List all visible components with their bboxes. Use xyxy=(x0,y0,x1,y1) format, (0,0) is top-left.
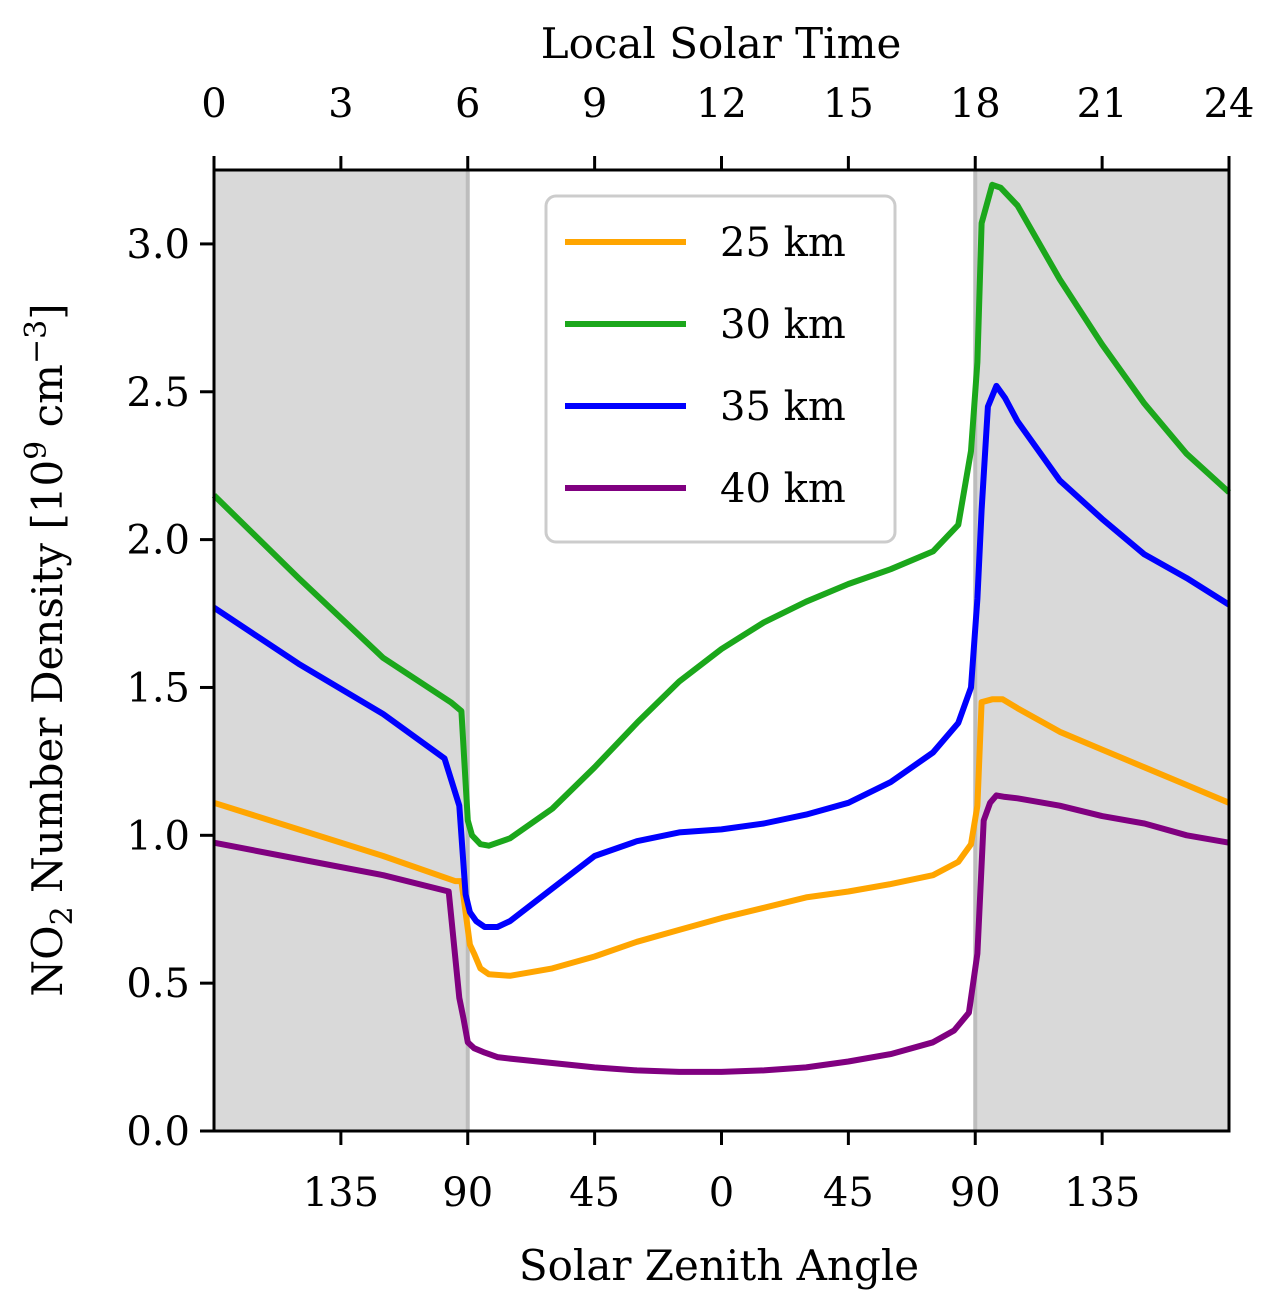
night-region-2 xyxy=(975,170,1229,1131)
top-tick-label: 0 xyxy=(201,81,226,127)
x-tick-label: 45 xyxy=(569,1170,620,1216)
y-tick-label: 0.0 xyxy=(126,1109,190,1155)
series-line-1 xyxy=(213,696,1231,979)
series-line-3 xyxy=(212,382,1231,930)
y-tick-label: 2.5 xyxy=(126,370,190,416)
y-tick-label: 2.0 xyxy=(126,518,190,564)
y-tick-label: 0.5 xyxy=(126,961,190,1007)
y-axis-title-close: ] xyxy=(23,303,72,319)
x-tick-label: 45 xyxy=(823,1170,874,1216)
x-axis-title: Solar Zenith Angle xyxy=(519,1241,919,1290)
top-tick-label: 3 xyxy=(328,81,353,127)
top-tick-label: 21 xyxy=(1077,81,1128,127)
series-lines xyxy=(211,181,1232,1075)
top-tick-label: 6 xyxy=(455,81,480,127)
y-axis-title-species: NO xyxy=(23,925,72,996)
night-region-1 xyxy=(214,170,468,1131)
top-tick-label: 18 xyxy=(950,81,1001,127)
series-line-2 xyxy=(211,181,1232,849)
y-axis-title: NO2 Number Density [109 cm−3] xyxy=(19,303,80,996)
top-tick-label: 24 xyxy=(1204,81,1255,127)
night-shading xyxy=(214,170,1229,1131)
legend-label-4: 40 km xyxy=(720,466,846,512)
top-tick-label: 15 xyxy=(823,81,874,127)
ticks: 0.0 0.5 1.0 1.5 2.0 2.5 3.0 0 3 6 9 12 15 18 21 24 135 90… xyxy=(126,81,1254,1216)
legend-label-3: 35 km xyxy=(720,384,846,430)
y-tick-label: 1.0 xyxy=(126,813,190,859)
x-tick-label: 90 xyxy=(950,1170,1001,1216)
y-axis-title-text: Number Density [10 xyxy=(23,460,72,907)
y-axis-title-unit-exponent: −3 xyxy=(19,320,54,364)
x-tick-label: 135 xyxy=(303,1170,379,1216)
legend-box xyxy=(544,194,897,544)
legend: 25 km 30 km 35 km 40 km xyxy=(544,194,897,544)
y-axis-title-exponent: 9 xyxy=(19,441,54,460)
legend-label-2: 30 km xyxy=(720,302,846,348)
y-tick-label: 3.0 xyxy=(126,222,190,268)
legend-label-1: 25 km xyxy=(720,220,846,266)
x-tick-label: 135 xyxy=(1064,1170,1140,1216)
y-tick-label: 1.5 xyxy=(126,665,190,711)
x-tick-label: 0 xyxy=(709,1170,734,1216)
x-tick-label: 90 xyxy=(442,1170,493,1216)
top-axis-title: Local Solar Time xyxy=(541,19,902,68)
top-tick-label: 12 xyxy=(696,81,747,127)
series-line-4 xyxy=(213,792,1230,1075)
y-axis-title-subscript: 2 xyxy=(45,906,80,925)
y-axis-title-unit: cm xyxy=(23,364,72,441)
top-tick-label: 9 xyxy=(582,81,607,127)
